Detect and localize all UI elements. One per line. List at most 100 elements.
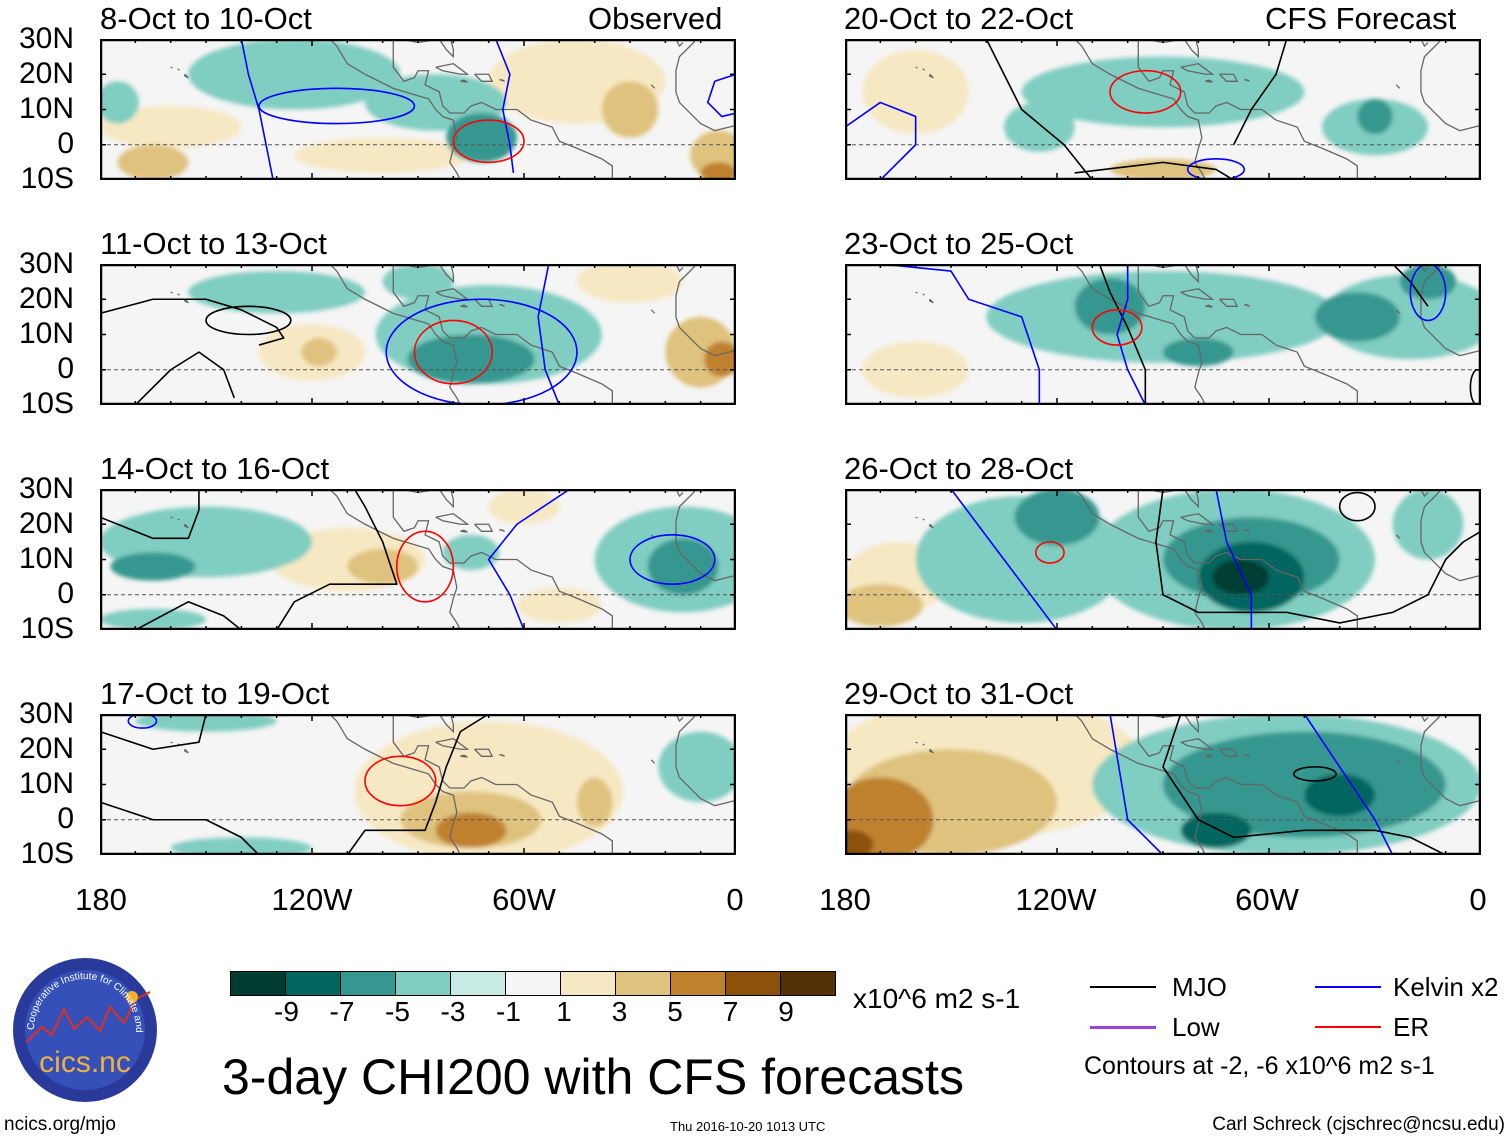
coastline: [1395, 759, 1401, 764]
lat-label: 20N: [18, 57, 74, 90]
map-panel: [99, 703, 744, 863]
mjo-contour: [99, 713, 207, 751]
coastline: [474, 73, 494, 82]
coastline: [1067, 481, 1210, 638]
panel-title: 14-Oct to 16-Oct: [100, 451, 330, 486]
mjo-contour: [1232, 38, 1288, 146]
anomaly-region: [1304, 773, 1375, 817]
coastline: [435, 287, 470, 300]
lon-label: 120W: [1015, 882, 1097, 917]
coastline: [915, 516, 918, 519]
colorbar-swatch: [671, 972, 726, 995]
map-frame: [844, 263, 1482, 406]
map-panel: [96, 28, 747, 188]
anomaly-region: [1212, 559, 1269, 595]
coastline: [170, 516, 173, 519]
anomaly-region: [294, 137, 471, 173]
colorbar-swatch: [396, 972, 451, 995]
coastline: [170, 291, 173, 294]
panel-title: 8-Oct to 10-Oct: [100, 1, 312, 36]
lat-label: 0: [57, 127, 74, 160]
coastline: [922, 518, 925, 521]
colorbar-label: 5: [667, 996, 683, 1027]
colorbar-swatch: [341, 972, 396, 995]
anomaly-region: [382, 264, 454, 300]
anomaly-region: [1163, 731, 1446, 838]
coastline: [1219, 748, 1239, 757]
map-panel: [99, 478, 772, 638]
anomaly-region: [301, 338, 337, 367]
coastline: [1244, 303, 1250, 307]
url-link[interactable]: ncics.org/mjo: [4, 1114, 116, 1135]
coastline: [1244, 78, 1250, 82]
colorbar-label: -1: [496, 996, 521, 1027]
coastline: [1067, 256, 1210, 413]
colorbar-swatch: [231, 972, 286, 995]
coastline: [435, 737, 470, 750]
anomaly-region: [862, 49, 969, 135]
coastline: [322, 256, 465, 413]
coastline: [392, 706, 613, 863]
forecast-label: CFS Forecast: [1265, 1, 1457, 36]
anomaly-region: [1314, 292, 1400, 342]
coastline: [177, 293, 180, 296]
coastline: [650, 309, 656, 314]
map-frame: [844, 488, 1482, 631]
coastline: [1067, 706, 1210, 863]
colorbar-label: 7: [722, 996, 739, 1027]
mjo-contour: [1338, 491, 1376, 522]
timestamp: Thu 2016-10-20 1013 UTC: [670, 1119, 826, 1134]
coastline: [922, 743, 925, 746]
coastline: [460, 529, 468, 533]
mjo-contour: [205, 305, 292, 336]
anomaly-region: [1399, 264, 1457, 300]
coastline: [184, 298, 189, 304]
panel-title: 23-Oct to 25-Oct: [844, 226, 1074, 261]
anomaly-region: [96, 81, 139, 124]
coastline: [170, 741, 173, 744]
coastline: [1420, 713, 1429, 723]
anomaly-region: [1180, 812, 1252, 848]
coastline: [460, 754, 468, 758]
lat-label: 0: [57, 352, 74, 385]
mjo-contour: [1155, 488, 1482, 624]
anomaly-region: [100, 105, 242, 149]
coastline: [1180, 737, 1215, 750]
kelvin-contour: [494, 38, 515, 174]
colorbar-label: -3: [440, 996, 466, 1027]
lat-label: 30N: [18, 247, 74, 280]
er-contour: [1035, 541, 1065, 564]
legend-low: Low: [1172, 1012, 1220, 1042]
colorbar-label: -9: [274, 996, 299, 1027]
colorbar-label: 3: [611, 996, 628, 1027]
coastline: [474, 523, 494, 532]
coastline: [922, 68, 925, 71]
colorbar-swatch: [561, 972, 616, 995]
coastline: [1244, 753, 1250, 757]
er-contour: [452, 119, 525, 164]
lat-label: 10S: [20, 162, 74, 195]
coastline: [929, 748, 934, 754]
coastline: [1180, 287, 1215, 300]
kelvin-contour: [1109, 713, 1164, 856]
coastline: [1180, 62, 1215, 75]
kelvin-contour: [844, 101, 917, 181]
coastline: [184, 748, 189, 754]
er-contour: [396, 530, 455, 603]
coastline: [1205, 754, 1213, 758]
mjo-contour: [99, 801, 260, 856]
map-panel: [99, 253, 740, 413]
legend-kelvin: Kelvin x2: [1393, 972, 1499, 1002]
lat-label: 10N: [18, 92, 74, 125]
anomaly-region: [117, 144, 189, 180]
lon-label: 60W: [1235, 882, 1299, 917]
coastline: [435, 62, 470, 75]
colorbar-swatch: [451, 972, 506, 995]
coastline: [1137, 706, 1358, 863]
mjo-contour: [99, 489, 200, 540]
mjo-contour: [985, 38, 1093, 181]
lat-label: 30N: [18, 697, 74, 730]
contour-note: Contours at -2, -6 x10^6 m2 s-1: [1084, 1052, 1435, 1080]
anomaly-region: [1110, 158, 1216, 180]
mjo-contour: [1162, 713, 1447, 856]
